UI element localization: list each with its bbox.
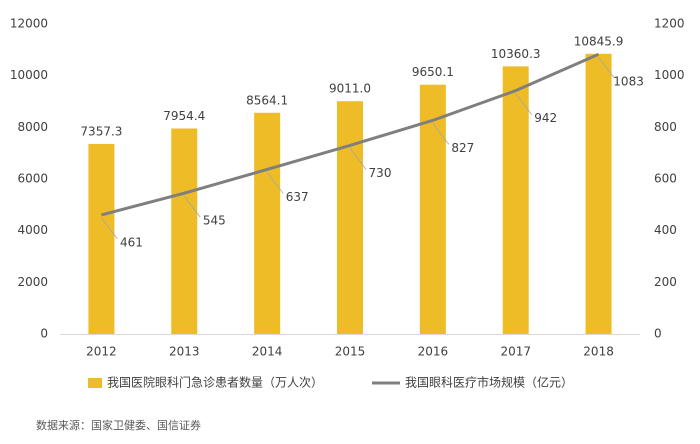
legend-label: 我国眼科医疗市场规模（亿元） [405,375,573,390]
line-value-label: 942 [534,111,557,125]
bar-value-label: 8564.1 [246,93,288,107]
line-value-label: 1083 [613,75,644,89]
y-tick-label: 2000 [17,275,48,289]
bar [254,112,281,335]
y2-tick-label: 400 [654,223,677,237]
bar-value-label: 10845.9 [574,34,624,48]
y2-tick-label: 0 [654,327,662,341]
x-tick-label: 2017 [500,345,531,359]
bar-value-label: 7357.3 [80,124,122,138]
y2-tick-label: 600 [654,172,677,186]
y2-tick-label: 1000 [654,68,685,82]
bar [419,84,446,334]
x-tick-label: 2012 [86,345,117,359]
y-tick-label: 4000 [17,223,48,237]
bar [502,66,529,334]
leader-line [266,172,284,194]
x-tick-label: 2018 [583,345,614,359]
x-tick-label: 2015 [335,345,366,359]
line-value-label: 461 [120,235,143,249]
bar [337,101,363,334]
bar [171,128,198,334]
bar [585,53,612,335]
line [101,52,600,217]
line-value-label: 730 [369,166,392,180]
leader-line [101,217,118,240]
y2-tick-label: 200 [654,275,677,289]
x-tick-label: 2013 [169,345,200,359]
bar-value-label: 9650.1 [412,65,454,79]
y-tick-label: 0 [40,327,48,341]
legend-label: 我国医院眼科门急诊患者数量（万人次） [107,375,323,390]
y-tick-label: 12000 [10,17,48,31]
source-note: 数据来源：国家卫健委、国信证券 [36,418,201,432]
leader-line [349,148,367,170]
y-tick-label: 8000 [17,120,48,134]
leader-line [183,195,201,218]
y-tick-label: 10000 [10,68,48,82]
leader-line [432,123,450,145]
line-value-label: 545 [203,214,226,228]
bar-value-label: 10360.3 [491,47,541,61]
leader-line [515,93,533,115]
line-value-label: 827 [451,141,474,155]
y2-tick-label: 1200 [654,17,685,31]
legend-swatch [88,378,102,388]
leader-line [598,56,615,79]
x-tick-label: 2016 [418,345,449,359]
bar-value-label: 7954.4 [163,109,205,123]
bar [88,143,115,334]
y2-tick-label: 800 [654,120,677,134]
y-tick-label: 6000 [17,172,48,186]
line-value-label: 637 [286,190,309,204]
x-tick-label: 2014 [252,345,283,359]
bar-value-label: 9011.0 [329,82,371,96]
